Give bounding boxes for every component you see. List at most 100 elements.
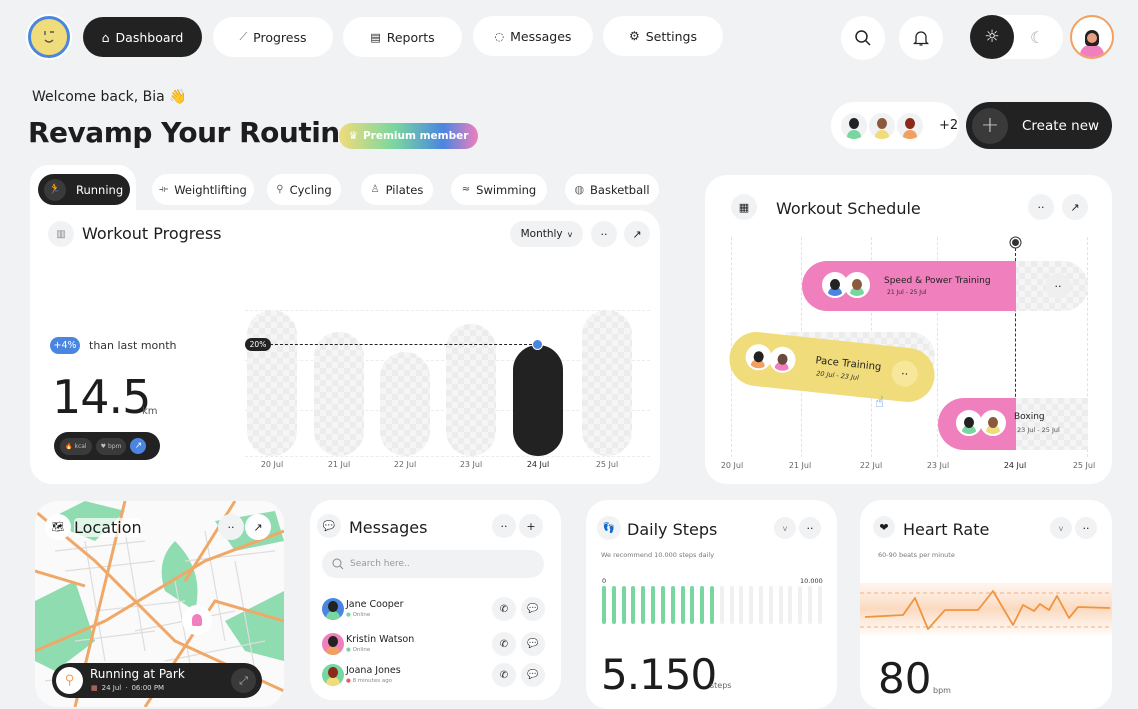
heart-subtitle: 60-90 beats per minute [878,551,955,559]
schedule-event[interactable]: Speed & Power Training 21 Jul - 25 Jul [802,261,1016,311]
location-pin-icon: ⚲ [56,667,83,694]
nav-messages[interactable]: ◌ Messages [473,16,593,56]
moon-icon[interactable]: ☾ [1030,27,1045,47]
nav-dashboard[interactable]: ⌂ Dashboard [83,17,202,57]
chart-bar[interactable] [314,332,364,456]
more-button[interactable]: ·· [799,517,821,539]
sun-icon: ☼ [984,27,1000,47]
schedule-event[interactable] [938,398,1016,450]
distance-unit: km [142,406,158,417]
search-input[interactable]: Search here.. [322,550,544,578]
logo[interactable] [28,16,70,58]
team-avatars[interactable]: +2 [831,102,959,149]
search-button[interactable] [841,16,885,60]
event-more-button[interactable]: ·· [890,359,919,388]
stats-pill: 🔥 kcal ♥ bpm ↗ [54,432,160,460]
tab-swimming[interactable]: ≈ Swimming [451,174,547,205]
card-title: Daily Steps [627,520,718,539]
change-badge: +4% [50,337,80,354]
daily-steps-card: 👣 Daily Steps v ·· We recommend 10.000 s… [586,500,837,709]
contact-row[interactable]: Jane Cooper ● Online ✆ 💬 [322,596,545,626]
fullscreen-button[interactable]: ⤢ [231,668,256,693]
tab-basketball[interactable]: ◍ Basketball [565,174,659,205]
team-avatar [839,110,869,141]
card-title: Messages [349,518,428,537]
tab-running[interactable]: 🏃 Running [38,174,130,205]
contact-row[interactable]: Joana Jones ● 8 minutes ago ✆ 💬 [322,662,545,692]
map-icon: 🗺 [45,514,71,540]
running-icon: 🏃 [44,178,66,201]
plus-icon: + [972,107,1008,144]
create-new-button[interactable]: + Create new [966,102,1112,149]
chat-icon: ◌ [494,29,505,43]
search-icon [332,558,344,570]
steps-value: 5.150 [601,650,717,699]
bell-icon [912,31,930,46]
team-avatar [867,110,897,141]
contact-row[interactable]: Kristin Watson ● Online ✆ 💬 [322,631,545,661]
heart-rate-card: ❤ Heart Rate v ·· 60-90 beats per minute… [860,500,1112,709]
calendar-small-icon: ▦ [91,684,98,692]
dropdown-button[interactable]: v [1050,517,1072,539]
user-avatar[interactable] [1070,15,1114,59]
heart-icon: ♥ [100,442,106,450]
more-button[interactable]: ·· [492,514,516,538]
yoga-icon: ♙ [370,184,380,195]
heart-unit: bpm [933,686,951,695]
nav-progress[interactable]: ⟋ Progress [213,17,333,57]
more-button[interactable]: ·· [218,514,244,540]
dropdown-button[interactable]: v [774,517,796,539]
chart-bar-active[interactable] [513,345,563,456]
chart-bar[interactable] [446,324,496,456]
tab-cycling[interactable]: ⚲ Cycling [267,174,341,205]
tab-weightlifting[interactable]: ⟛ Weightlifting [152,174,254,205]
smile-icon [44,31,54,43]
marker-dot[interactable] [532,339,543,350]
light-mode-button[interactable]: ☼ [970,15,1014,59]
expand-button[interactable]: ↗ [245,514,271,540]
chevron-down-icon: v [567,229,573,239]
add-message-button[interactable]: + [519,514,543,538]
nav-reports[interactable]: ▤ Reports [343,17,462,57]
call-button[interactable]: ✆ [492,632,516,656]
chart-area: 20% 20 Jul 21 Jul 22 Jul 23 Jul 24 Jul 2… [245,310,650,469]
runner-pin[interactable] [182,605,212,635]
today-line [1015,243,1016,437]
chart-bar[interactable] [380,352,430,456]
chat-button[interactable]: 💬 [521,632,545,656]
footprints-icon: 👣 [597,516,621,540]
heart-chip: ♥ bpm [95,437,127,455]
more-button[interactable]: ·· [591,221,617,247]
card-title: Heart Rate [903,520,990,539]
chart-bar[interactable] [582,310,632,456]
call-button[interactable]: ✆ [492,663,516,687]
location-card: 🗺 Location ·· ↗ ⚲ Running at Park ▦ 24 Ju… [35,501,284,707]
team-extra-count: +2 [939,118,959,133]
call-button[interactable]: ✆ [492,597,516,621]
more-button[interactable]: ·· [1028,194,1054,220]
chart-line-icon: ⟋ [239,30,248,43]
chart-bar[interactable] [247,310,297,456]
steps-unit: steps [710,681,732,690]
expand-button[interactable]: ↗ [1062,194,1088,220]
more-button[interactable]: ·· [1075,517,1097,539]
event-more-button[interactable]: ·· [1045,273,1071,299]
arrow-button[interactable]: ↗ [130,438,147,454]
heart-rate-chart[interactable] [860,580,1112,640]
tab-pilates[interactable]: ♙ Pilates [361,174,433,205]
activity-pill[interactable]: ⚲ Running at Park ▦ 24 Jul · 06:00 PM ⤢ [52,663,262,698]
cursor-hand-icon: ☝ [875,393,885,411]
workout-progress-card: ▥ Workout Progress Monthly v ·· ↗ +4% tha… [30,210,660,484]
basketball-icon: ◍ [574,183,585,196]
notifications-button[interactable] [899,16,943,60]
heart-value: 80 [878,654,932,703]
chat-button[interactable]: 💬 [521,597,545,621]
theme-toggle[interactable]: ☼ ☾ [970,15,1063,59]
team-avatar [895,110,925,141]
expand-button[interactable]: ↗ [624,221,650,247]
marker-label: 20% [245,338,271,351]
dumbbell-icon: ⟛ [159,184,169,195]
chat-button[interactable]: 💬 [521,663,545,687]
nav-settings[interactable]: ⚙ Settings [603,16,723,56]
period-select[interactable]: Monthly v [510,221,583,247]
